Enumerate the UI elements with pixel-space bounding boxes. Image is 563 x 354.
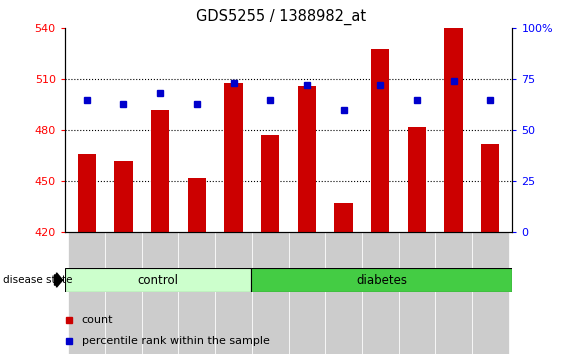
Bar: [251, 268, 512, 292]
Text: GDS5255 / 1388982_at: GDS5255 / 1388982_at: [196, 9, 367, 25]
FancyArrow shape: [55, 273, 62, 287]
Bar: [252, 232, 289, 354]
Bar: [224, 82, 243, 232]
Bar: [298, 86, 316, 232]
Bar: [69, 232, 105, 354]
Bar: [142, 232, 178, 354]
Bar: [261, 135, 279, 232]
Bar: [65, 268, 251, 292]
Bar: [472, 232, 508, 354]
Bar: [334, 203, 353, 232]
Bar: [408, 127, 426, 232]
Text: percentile rank within the sample: percentile rank within the sample: [82, 336, 270, 346]
Bar: [114, 161, 133, 232]
Bar: [371, 49, 390, 232]
Bar: [399, 232, 435, 354]
Bar: [215, 232, 252, 354]
Bar: [325, 232, 362, 354]
Bar: [105, 232, 142, 354]
Text: control: control: [137, 274, 178, 286]
Bar: [289, 232, 325, 354]
Bar: [178, 232, 215, 354]
Bar: [78, 154, 96, 232]
Bar: [187, 178, 206, 232]
Bar: [481, 144, 499, 232]
Bar: [362, 232, 399, 354]
Bar: [151, 110, 169, 232]
Bar: [435, 232, 472, 354]
Text: disease state: disease state: [3, 275, 72, 285]
Bar: [444, 28, 463, 232]
Text: count: count: [82, 315, 113, 325]
Text: diabetes: diabetes: [356, 274, 407, 286]
